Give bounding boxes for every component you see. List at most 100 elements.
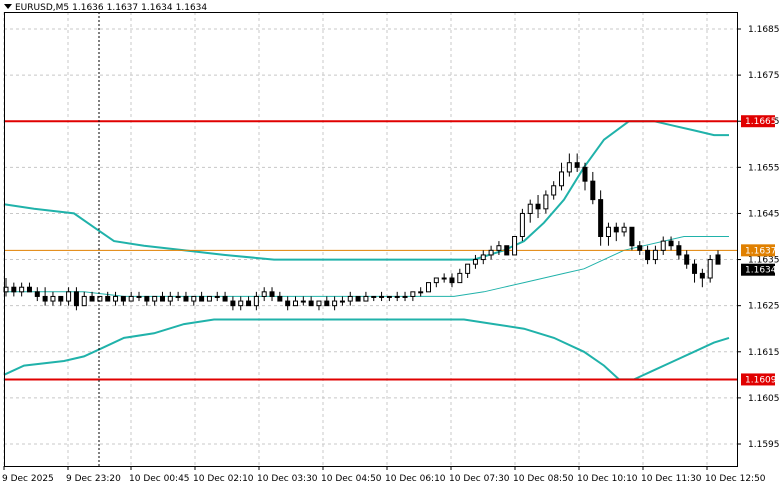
- candle: [300, 296, 306, 306]
- x-tick-label: 10 Dec 04:50: [321, 474, 382, 484]
- y-tick-label: 1.1685: [748, 25, 780, 35]
- candle: [559, 162, 565, 191]
- candle: [26, 282, 32, 293]
- candle-body: [449, 277, 455, 284]
- candle-body: [261, 291, 267, 297]
- candle: [206, 295, 212, 302]
- x-tick-label: 9 Dec 2025: [2, 474, 54, 484]
- y-tick-label: 1.1605: [748, 394, 780, 404]
- candle: [363, 291, 369, 302]
- x-tick-label: 10 Dec 02:10: [193, 474, 254, 484]
- candle: [512, 236, 518, 256]
- candle-body: [684, 254, 690, 265]
- candle: [660, 236, 666, 255]
- close-value: 1.1634: [175, 3, 208, 13]
- candle: [253, 291, 259, 311]
- candle-body: [426, 282, 432, 293]
- candle: [89, 291, 95, 302]
- low-value: 1.1634: [141, 3, 173, 13]
- candle-body: [676, 245, 682, 256]
- candle-body: [551, 185, 557, 196]
- candle-body: [410, 291, 416, 297]
- candle-body: [574, 162, 580, 168]
- candle: [191, 295, 197, 306]
- candle-body: [613, 226, 619, 233]
- candle-body: [128, 295, 134, 302]
- candle: [433, 277, 439, 288]
- candle: [457, 268, 463, 284]
- candle: [19, 282, 25, 297]
- level-1.1609-badge-label: 1.1609: [745, 375, 777, 385]
- lower-band-line: [3, 318, 730, 381]
- candle-body: [183, 295, 189, 302]
- dropdown-triangle-icon[interactable]: [4, 4, 12, 9]
- high-value: 1.1637: [106, 3, 139, 13]
- candle: [81, 291, 87, 307]
- y-tick-label: 1.1615: [748, 348, 780, 358]
- candle-body: [136, 295, 142, 298]
- candle: [324, 296, 330, 307]
- candle-body: [559, 171, 565, 187]
- candle: [159, 291, 165, 302]
- candle-body: [81, 295, 87, 307]
- candle-body: [269, 291, 275, 297]
- candle: [308, 296, 314, 307]
- candle: [167, 291, 173, 306]
- candle: [339, 296, 345, 306]
- candle-body: [621, 226, 627, 233]
- candle-body: [668, 240, 674, 247]
- candle: [527, 199, 533, 223]
- candle-body: [19, 286, 25, 293]
- candle-body: [527, 203, 533, 214]
- candle: [34, 287, 40, 302]
- candle-body: [58, 295, 64, 302]
- candle: [684, 250, 690, 269]
- candle: [535, 195, 541, 219]
- candle: [676, 241, 682, 260]
- candle-body: [512, 236, 518, 256]
- candle-body: [418, 291, 424, 294]
- y-tick-label: 1.1675: [748, 71, 780, 81]
- x-tick-label: 10 Dec 11:30: [641, 474, 702, 484]
- candle: [58, 295, 64, 306]
- candle-body: [386, 295, 392, 298]
- candle: [699, 268, 705, 288]
- candle: [590, 171, 596, 205]
- candle-body: [144, 295, 150, 302]
- level-1.1665-badge-label: 1.1665: [745, 117, 777, 127]
- candle-body: [692, 263, 698, 274]
- candle: [386, 295, 392, 302]
- candle: [347, 291, 353, 306]
- candle-body: [253, 295, 259, 307]
- candle: [120, 295, 126, 306]
- candle: [605, 222, 611, 246]
- level-1.1665-badge: [741, 115, 775, 128]
- candle-body: [34, 291, 40, 297]
- candle: [707, 254, 713, 283]
- candle: [488, 245, 494, 260]
- y-tick-label: 1.1625: [748, 302, 780, 312]
- candles: [3, 153, 721, 311]
- candle-body: [660, 240, 666, 251]
- candle-body: [214, 295, 220, 298]
- x-tick-label: 10 Dec 10:10: [577, 474, 638, 484]
- candle-body: [339, 300, 345, 303]
- axes: [4, 12, 738, 467]
- candle: [582, 162, 588, 191]
- candle-body: [566, 162, 572, 173]
- candle-body: [465, 263, 471, 274]
- candle: [230, 296, 236, 311]
- candle-body: [152, 295, 158, 302]
- candle-body: [285, 300, 291, 307]
- candle-body: [543, 194, 549, 210]
- y-tick-label: 1.1635: [748, 256, 780, 266]
- candle-body: [11, 286, 17, 293]
- candle-body: [277, 295, 283, 302]
- x-tick-label: 9 Dec 23:20: [66, 474, 121, 484]
- y-tick-label: 1.1655: [748, 163, 780, 173]
- candle-body: [652, 249, 658, 261]
- candle: [246, 296, 252, 307]
- candle-body: [332, 300, 338, 307]
